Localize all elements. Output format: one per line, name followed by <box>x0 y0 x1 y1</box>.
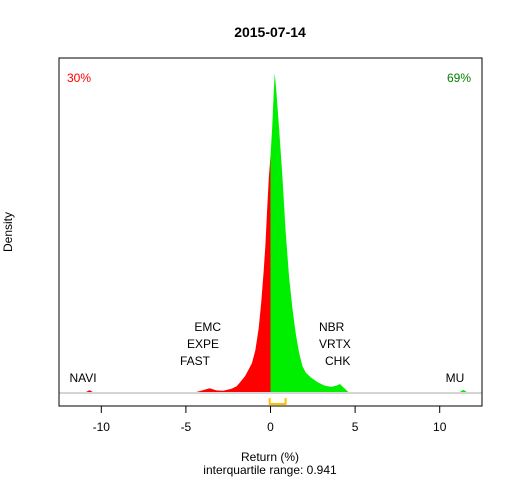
positive-returns-area <box>270 73 467 392</box>
ticker-label: EXPE <box>187 337 219 351</box>
positive-share-label: 69% <box>447 71 471 85</box>
x-tick-label: 10 <box>433 420 447 434</box>
negative-share-label: 30% <box>67 71 91 85</box>
interquartile-range-bracket <box>268 398 287 405</box>
ticker-label: FAST <box>180 354 211 368</box>
x-tick-label: 0 <box>267 420 274 434</box>
ticker-label: CHK <box>325 354 350 368</box>
y-axis-label: Density <box>1 212 15 252</box>
negative-returns-area <box>86 155 271 392</box>
interquartile-range-label: interquartile range: 0.941 <box>203 463 337 477</box>
ticker-label: EMC <box>194 320 221 334</box>
chart-title: 2015-07-14 <box>234 24 306 40</box>
x-tick-label: -10 <box>93 420 111 434</box>
ticker-label: VRTX <box>319 337 351 351</box>
x-tick-label: 5 <box>352 420 359 434</box>
x-axis-label: Return (%) <box>241 450 299 464</box>
plot-area <box>59 73 482 405</box>
x-axis: -10 -5 0 5 10 <box>93 405 447 434</box>
ticker-labels: EMC EXPE FAST NBR VRTX CHK NAVI MU <box>69 320 464 385</box>
x-tick-label: -5 <box>181 420 192 434</box>
ticker-label: NAVI <box>69 371 96 385</box>
ticker-label: NBR <box>319 320 345 334</box>
ticker-label: MU <box>446 371 465 385</box>
